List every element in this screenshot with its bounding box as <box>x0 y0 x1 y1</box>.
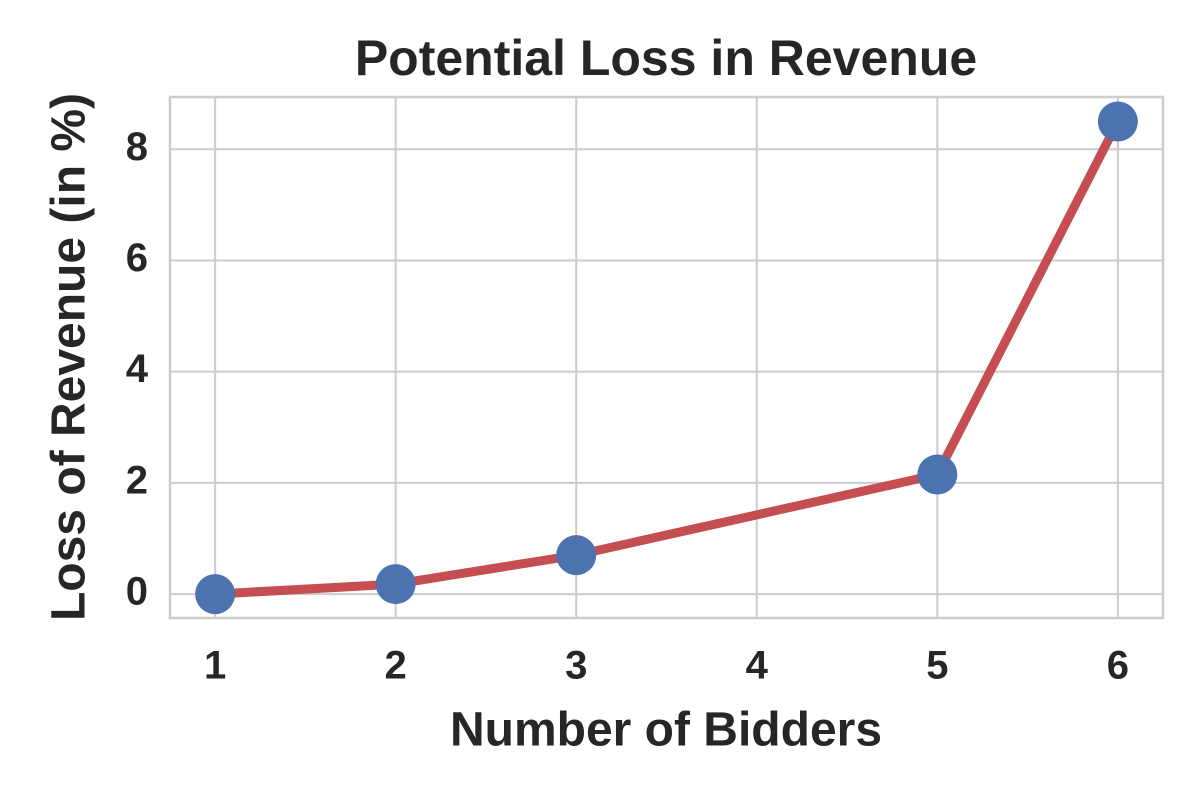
x-tick-label: 5 <box>926 644 948 688</box>
chart-title: Potential Loss in Revenue <box>355 30 977 86</box>
marker <box>917 454 958 495</box>
y-axis-label: Loss of Revenue (in %) <box>43 93 96 621</box>
marker <box>556 535 597 576</box>
x-tick-label: 1 <box>204 644 226 688</box>
y-tick-label: 6 <box>126 236 148 280</box>
y-tick-label: 8 <box>126 125 148 169</box>
marker <box>195 574 236 615</box>
y-tick-label: 2 <box>126 458 148 502</box>
x-tick-label: 4 <box>746 644 769 688</box>
plot-frame <box>168 95 1165 620</box>
y-tick-label: 0 <box>126 570 148 614</box>
x-tick-label: 3 <box>565 644 587 688</box>
marker <box>1097 101 1138 142</box>
y-tick-label: 4 <box>126 347 149 391</box>
x-tick-label: 2 <box>385 644 407 688</box>
x-tick-label: 6 <box>1107 644 1129 688</box>
marker <box>375 564 416 605</box>
x-axis-label: Number of Bidders <box>450 704 882 757</box>
